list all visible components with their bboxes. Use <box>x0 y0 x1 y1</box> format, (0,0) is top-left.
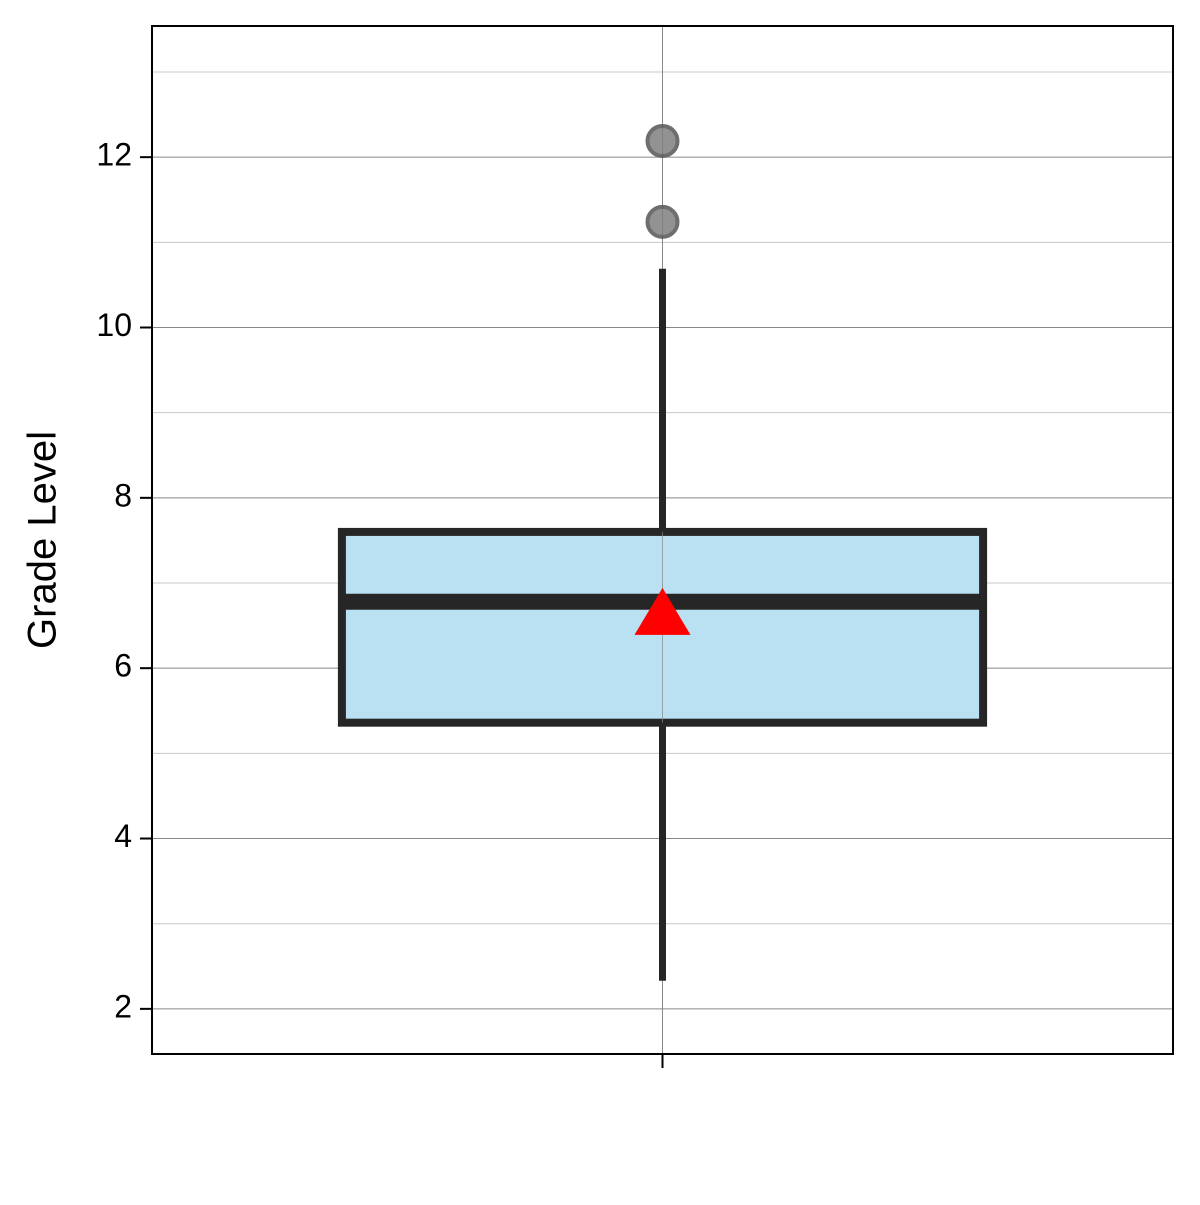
y-tick-label: 4 <box>114 818 132 854</box>
y-tick-label: 6 <box>114 648 132 684</box>
plot-frame <box>151 25 1174 1055</box>
mean-marker <box>634 587 691 635</box>
outlier <box>645 123 680 158</box>
y-tick-label: 2 <box>114 988 132 1024</box>
y-axis-label: Grade Level <box>21 431 65 649</box>
y-tick-label: 12 <box>96 137 132 173</box>
y-tick-label: 10 <box>96 307 132 343</box>
outlier <box>645 204 680 239</box>
y-tick-label: 8 <box>114 477 132 513</box>
